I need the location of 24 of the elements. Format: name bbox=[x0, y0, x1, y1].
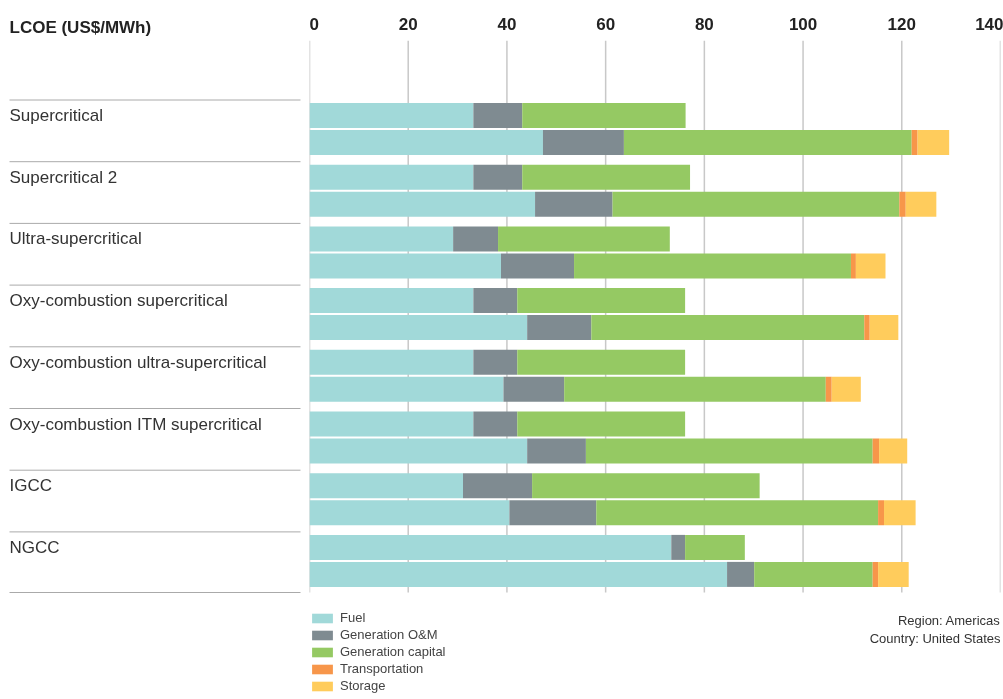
legend-label: Generation capital bbox=[340, 644, 446, 659]
legend-label: Generation O&M bbox=[340, 627, 438, 642]
y-tick-label: Oxy-combustion supercritical bbox=[9, 291, 228, 311]
x-tick-label: 100 bbox=[788, 14, 818, 34]
y-tick-label: Supercritical 2 bbox=[9, 167, 118, 187]
text: Region: Americas bbox=[897, 613, 1001, 628]
y-tick-label: NGCC bbox=[9, 537, 60, 557]
y-tick-label: Ultra-supercritical bbox=[9, 229, 142, 249]
x-tick-label: 140 bbox=[975, 14, 1003, 34]
y-tick-label: IGCC bbox=[9, 476, 52, 496]
x-tick-label: 0 bbox=[309, 14, 319, 34]
legend-label: Fuel bbox=[340, 610, 366, 625]
legend-label: Transportation bbox=[340, 661, 424, 676]
x-tick-label: 60 bbox=[596, 14, 616, 34]
y-tick-label: Oxy-combustion ultra-supercritical bbox=[9, 352, 267, 372]
x-tick-label: 120 bbox=[887, 14, 916, 34]
legend-label: Storage bbox=[340, 678, 386, 693]
x-tick-label: 80 bbox=[694, 14, 714, 34]
x-tick-label: 20 bbox=[398, 14, 418, 34]
x-axis-title: LCOE (US$/MWh) bbox=[9, 17, 152, 37]
x-tick-label: 40 bbox=[497, 14, 517, 34]
y-tick-label: Supercritical bbox=[9, 106, 104, 125]
text: Country: United States bbox=[869, 631, 1001, 646]
y-tick-label: Oxy-combustion ITM supercritical bbox=[9, 414, 262, 434]
